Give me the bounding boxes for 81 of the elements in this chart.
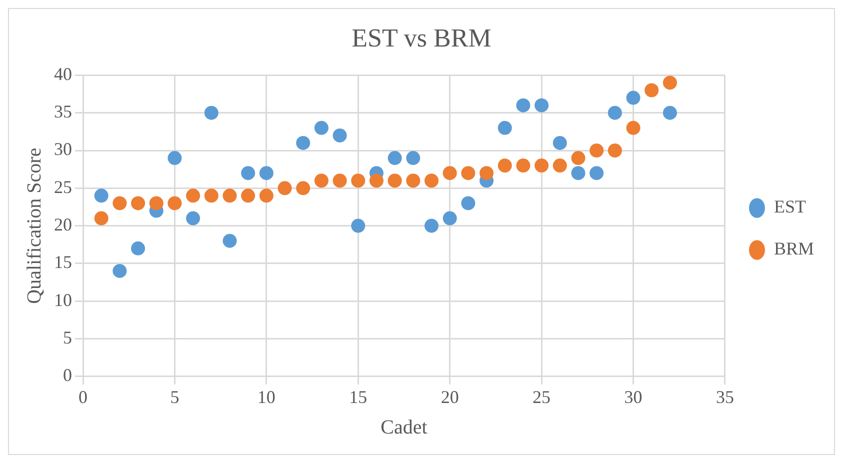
x-tick-label: 5 — [170, 386, 180, 407]
point — [168, 151, 182, 166]
legend-label: BRM — [774, 238, 814, 259]
y-tick-label: 5 — [63, 327, 72, 348]
point — [552, 136, 567, 150]
point — [241, 188, 256, 203]
point — [186, 188, 200, 203]
point — [552, 158, 567, 173]
point — [112, 196, 127, 210]
point — [571, 166, 586, 180]
point — [296, 136, 310, 150]
point — [608, 106, 622, 120]
point — [332, 128, 347, 142]
point — [534, 98, 549, 112]
point — [296, 181, 310, 196]
point — [461, 166, 476, 180]
point — [351, 174, 366, 188]
point — [204, 106, 218, 120]
point — [112, 264, 127, 278]
point — [222, 234, 237, 248]
point — [186, 211, 200, 226]
point — [442, 211, 457, 226]
point — [168, 196, 182, 210]
x-tick-label: 30 — [624, 386, 642, 407]
y-tick-label: 35 — [54, 102, 72, 122]
point — [498, 120, 512, 135]
point — [534, 158, 549, 173]
point — [241, 166, 256, 180]
point — [516, 98, 530, 112]
point — [222, 188, 237, 203]
point — [204, 188, 218, 203]
point — [314, 120, 328, 135]
point — [662, 76, 677, 90]
point — [498, 158, 512, 173]
point — [259, 166, 274, 180]
x-tick-label: 15 — [349, 386, 368, 407]
x-axis-title: Cadet — [380, 416, 428, 438]
point — [626, 90, 640, 105]
point — [424, 218, 439, 233]
y-tick-label: 40 — [54, 64, 72, 84]
point — [461, 196, 476, 210]
point — [626, 120, 640, 135]
point — [131, 241, 146, 256]
point — [351, 218, 366, 233]
y-tick-label: 25 — [54, 176, 72, 197]
point — [332, 174, 347, 188]
point — [406, 174, 420, 188]
y-tick-label: 10 — [54, 290, 72, 310]
point — [314, 174, 328, 188]
point — [149, 196, 164, 210]
point — [662, 106, 677, 120]
x-tick-label: 0 — [78, 386, 88, 407]
x-tick-label: 25 — [532, 386, 551, 407]
y-tick-label: 15 — [54, 252, 72, 272]
point — [388, 151, 402, 166]
x-tick-label: 35 — [716, 386, 734, 407]
point — [388, 174, 402, 188]
chart-title: EST vs BRM — [352, 23, 492, 52]
x-tick-label: 10 — [257, 386, 276, 407]
point — [259, 188, 274, 203]
point — [424, 174, 439, 188]
point — [590, 144, 604, 158]
point — [94, 211, 108, 226]
point — [571, 151, 586, 166]
point — [608, 144, 622, 158]
point — [94, 188, 108, 203]
legend-label: EST — [774, 196, 806, 217]
y-tick-label: 30 — [54, 139, 72, 160]
y-tick-label: 20 — [54, 214, 72, 235]
point — [480, 166, 494, 180]
point — [516, 158, 530, 173]
y-tick-label: 0 — [63, 365, 72, 386]
point — [369, 174, 384, 188]
point — [644, 83, 659, 98]
point — [131, 196, 146, 210]
x-tick-label: 20 — [440, 386, 459, 407]
y-axis-title: Qualification Score — [23, 148, 46, 304]
point — [442, 166, 457, 180]
point — [406, 151, 420, 166]
point — [278, 181, 292, 196]
point — [590, 166, 604, 180]
